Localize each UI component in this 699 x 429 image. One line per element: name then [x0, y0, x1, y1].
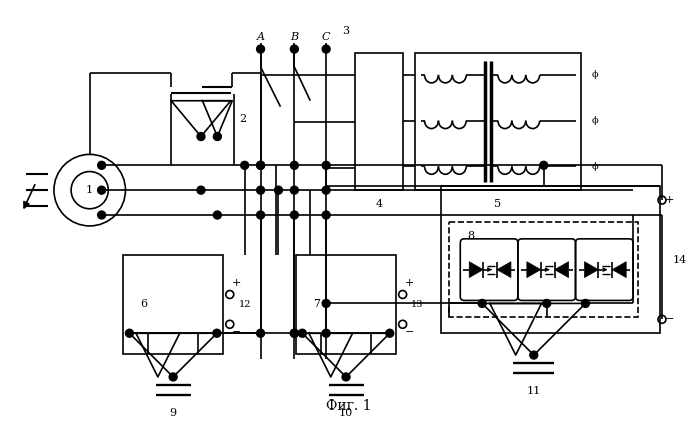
- Text: 7: 7: [312, 299, 319, 309]
- Polygon shape: [497, 262, 511, 278]
- Circle shape: [540, 161, 548, 169]
- Circle shape: [197, 133, 205, 140]
- Bar: [449, 222, 638, 317]
- Circle shape: [322, 211, 330, 219]
- Text: 4: 4: [375, 199, 382, 209]
- Circle shape: [213, 329, 221, 337]
- Circle shape: [98, 186, 106, 194]
- Circle shape: [322, 161, 330, 169]
- Circle shape: [322, 299, 330, 308]
- Circle shape: [197, 186, 205, 194]
- Circle shape: [290, 329, 298, 337]
- Circle shape: [98, 161, 106, 169]
- Polygon shape: [527, 262, 541, 278]
- Text: 2: 2: [239, 114, 246, 124]
- Circle shape: [169, 373, 177, 381]
- Circle shape: [386, 329, 394, 337]
- Circle shape: [290, 161, 298, 169]
- Polygon shape: [555, 262, 568, 278]
- Circle shape: [530, 351, 538, 359]
- Circle shape: [322, 186, 330, 194]
- Polygon shape: [584, 262, 598, 278]
- Circle shape: [290, 329, 298, 337]
- Circle shape: [542, 299, 551, 308]
- Circle shape: [257, 161, 264, 169]
- Circle shape: [213, 211, 222, 219]
- Text: ϕ: ϕ: [592, 70, 599, 79]
- Circle shape: [290, 211, 298, 219]
- Text: +: +: [665, 195, 675, 205]
- Text: C: C: [322, 32, 331, 42]
- Circle shape: [98, 211, 106, 219]
- Text: −: −: [405, 327, 415, 337]
- Circle shape: [275, 186, 282, 194]
- Bar: [441, 186, 660, 333]
- Circle shape: [322, 45, 330, 53]
- Text: A: A: [257, 32, 265, 42]
- Text: 12: 12: [238, 300, 251, 309]
- Text: B: B: [290, 32, 298, 42]
- Text: −: −: [665, 314, 675, 324]
- Circle shape: [257, 211, 264, 219]
- Circle shape: [342, 373, 350, 381]
- Text: 6: 6: [140, 299, 147, 309]
- Circle shape: [257, 186, 264, 194]
- Text: +: +: [405, 278, 415, 287]
- Text: +: +: [232, 278, 241, 287]
- Text: 13: 13: [411, 300, 424, 309]
- Circle shape: [257, 329, 264, 337]
- Circle shape: [213, 133, 222, 140]
- Text: 8: 8: [468, 231, 475, 241]
- Circle shape: [322, 329, 330, 337]
- Circle shape: [298, 329, 306, 337]
- Circle shape: [257, 45, 264, 53]
- Circle shape: [125, 329, 134, 337]
- Circle shape: [582, 299, 589, 308]
- Text: Фиг. 1: Фиг. 1: [326, 399, 372, 413]
- Text: 14: 14: [672, 255, 687, 265]
- Text: 10: 10: [339, 408, 353, 418]
- Bar: [415, 53, 582, 190]
- Text: 3: 3: [343, 26, 350, 36]
- Circle shape: [290, 45, 298, 53]
- Circle shape: [257, 161, 264, 169]
- Text: ϕ: ϕ: [592, 162, 599, 171]
- Text: 1: 1: [86, 185, 93, 195]
- Text: ϕ: ϕ: [592, 116, 599, 125]
- Text: −: −: [232, 327, 241, 337]
- Bar: [355, 53, 403, 190]
- Circle shape: [290, 186, 298, 194]
- Circle shape: [478, 299, 486, 308]
- Text: 9: 9: [170, 408, 177, 418]
- Text: 11: 11: [526, 386, 541, 396]
- Bar: [296, 255, 396, 354]
- Polygon shape: [612, 262, 626, 278]
- Circle shape: [240, 161, 249, 169]
- Bar: [124, 255, 223, 354]
- Polygon shape: [469, 262, 483, 278]
- Text: 5: 5: [494, 199, 502, 209]
